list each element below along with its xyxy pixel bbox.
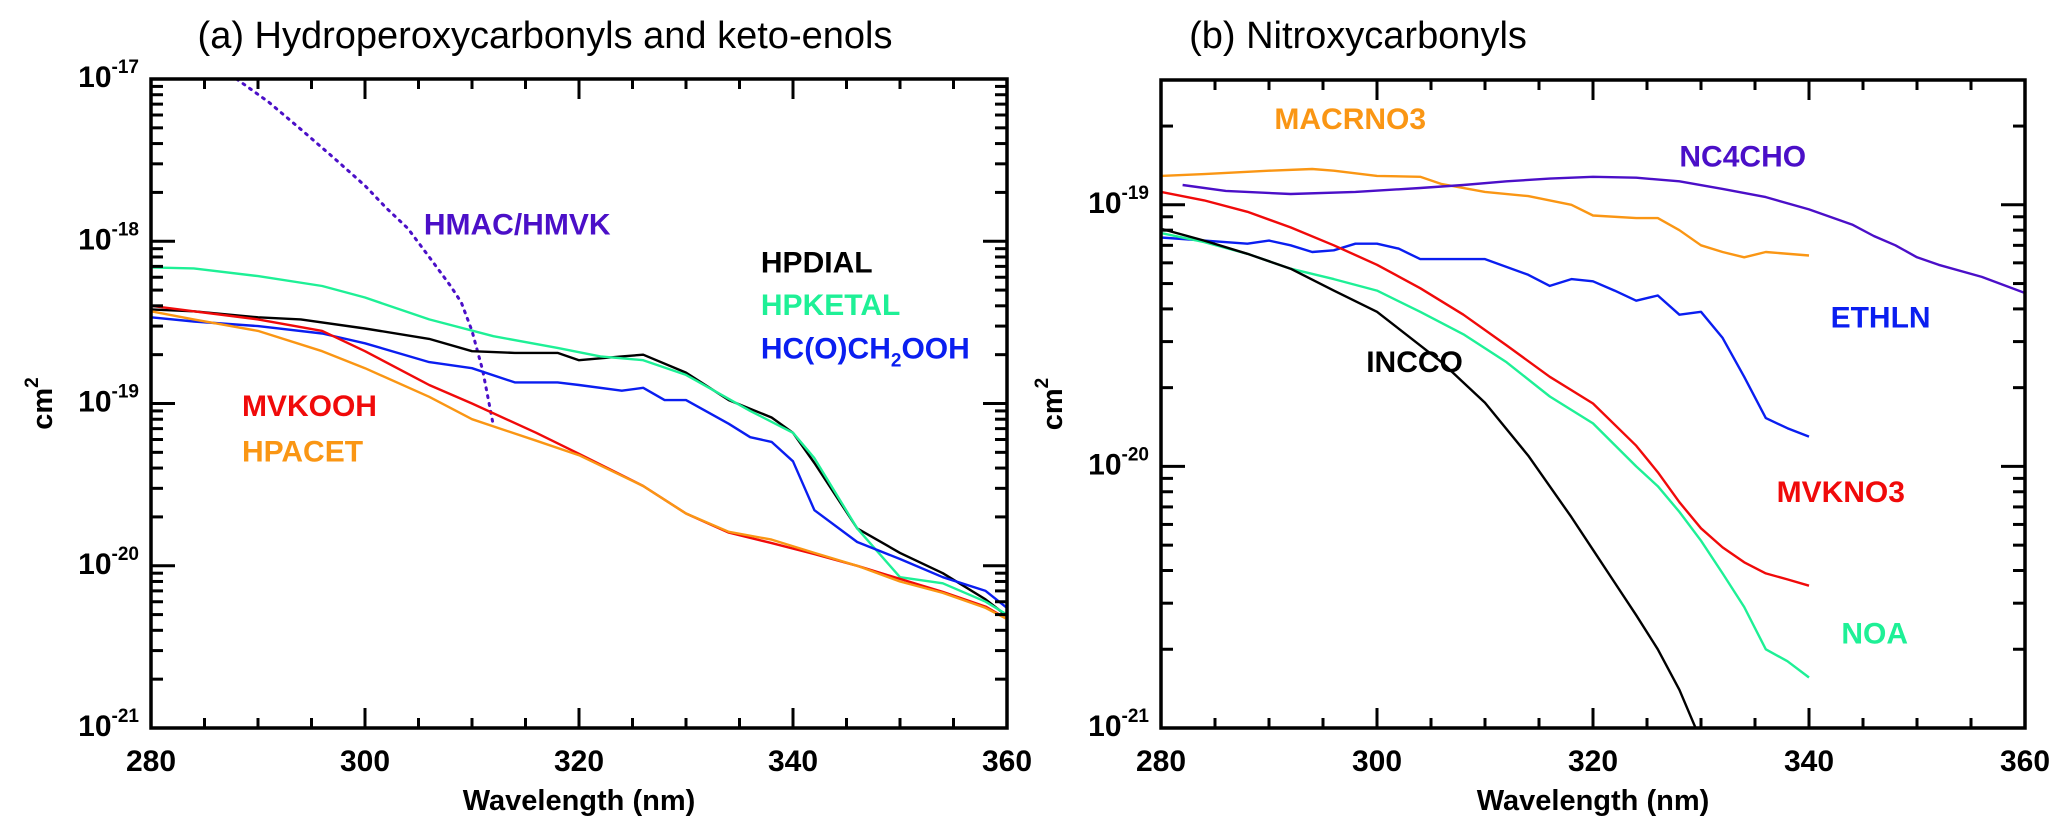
y-tick-label: 10-17 (78, 57, 139, 94)
y-tick-base: 10 (1088, 710, 1121, 743)
x-tick-label: 340 (768, 745, 818, 778)
series-line-incco (1161, 227, 1697, 728)
series-line-hpacet (151, 310, 1007, 621)
series-label: INCCO (1366, 346, 1463, 379)
series-label-text: HC(O)CH (761, 332, 891, 365)
panel-a: (a) Hydroperoxycarbonyls and keto-enols 2… (22, 15, 1032, 817)
y-tick-label: 10-18 (78, 219, 139, 256)
series-label-text: INCCO (1366, 346, 1463, 379)
series-label-text: HPKETAL (761, 289, 900, 322)
y-tick-base: 10 (1088, 187, 1121, 220)
series-line-mvkno3 (1161, 190, 1810, 587)
y-tick-exponent: -19 (1122, 183, 1149, 204)
series-line-hpketal (151, 266, 1007, 616)
y-tick-label: 10-19 (1088, 183, 1149, 220)
series-label: HMAC/HMVK (424, 209, 611, 242)
series-line-hmac-hmvk (235, 79, 495, 428)
series-line-macrno3 (1161, 167, 1810, 259)
y-tick-base: 10 (78, 548, 111, 581)
y-tick-label: 10-21 (78, 706, 139, 743)
y-axis-label: cm2 (22, 377, 59, 430)
series-label: MVKOOH (242, 390, 377, 423)
y-tick-label: 10-20 (1088, 444, 1149, 481)
series-label: MVKNO3 (1777, 476, 1905, 509)
series-line-hpdial (151, 308, 1007, 617)
y-axis-label-unit: cm (27, 388, 59, 430)
chart-title: (b) Nitroxycarbonyls (1189, 15, 1527, 57)
x-tick-label: 280 (1136, 745, 1186, 778)
y-tick-label: 10-19 (78, 382, 139, 419)
series-label: HPKETAL (761, 289, 900, 322)
y-tick-base: 10 (78, 61, 111, 94)
series-line-ethln (1161, 236, 1810, 438)
y-tick-base: 10 (1088, 448, 1121, 481)
y-tick-exponent: -17 (112, 57, 139, 78)
y-tick-exponent: -21 (112, 706, 140, 727)
y-tick-base: 10 (78, 223, 111, 256)
y-tick-exponent: -18 (112, 219, 139, 240)
x-axis-label: Wavelength (nm) (463, 785, 696, 817)
series-label-text: NC4CHO (1679, 141, 1806, 174)
y-axis-label-superscript: 2 (1032, 378, 1053, 389)
series-label: HPDIAL (761, 247, 873, 280)
series-label: NOA (1841, 618, 1908, 651)
series-label-text: HPACET (242, 435, 363, 468)
y-tick-exponent: -19 (112, 382, 139, 403)
series-label-tail: OOH (901, 332, 969, 365)
x-tick-label: 340 (1784, 745, 1834, 778)
series-label: HC(O)CH2OOH (761, 332, 970, 371)
series-line-noa (1161, 231, 1810, 679)
x-tick-label: 300 (1352, 745, 1402, 778)
y-tick-base: 10 (78, 710, 111, 743)
y-tick-exponent: -21 (1122, 706, 1150, 727)
y-tick-label: 10-20 (78, 544, 139, 581)
chart-title: (a) Hydroperoxycarbonyls and keto-enols (198, 15, 893, 57)
x-tick-label: 320 (1568, 745, 1618, 778)
x-axis-label: Wavelength (nm) (1477, 785, 1710, 817)
series-label-text: MVKNO3 (1777, 476, 1905, 509)
x-tick-label: 360 (2000, 745, 2050, 778)
y-tick-exponent: -20 (112, 544, 139, 565)
y-axis-label-unit: cm (1037, 388, 1069, 430)
series-label: NC4CHO (1679, 141, 1806, 174)
series-label-text: ETHLN (1831, 301, 1931, 334)
series-line-nc4cho (1182, 175, 2025, 295)
series-label-text: MVKOOH (242, 390, 377, 423)
y-tick-base: 10 (78, 386, 111, 419)
series-label-text: HMAC/HMVK (424, 209, 611, 242)
y-axis-label: cm2 (1032, 378, 1069, 431)
x-tick-label: 280 (126, 745, 176, 778)
y-tick-label: 10-21 (1088, 706, 1149, 743)
x-tick-label: 320 (554, 745, 604, 778)
series-label-subscript: 2 (891, 350, 902, 371)
series-label-text: MACRNO3 (1274, 103, 1426, 136)
series-label-text: HPDIAL (761, 247, 873, 280)
y-tick-exponent: -20 (1122, 444, 1149, 465)
series-label-text: NOA (1841, 618, 1908, 651)
y-axis-label-superscript: 2 (22, 377, 43, 388)
x-tick-label: 300 (340, 745, 390, 778)
series-label: MACRNO3 (1274, 103, 1426, 136)
series-line-hc-o-ch2ooh (151, 316, 1007, 609)
series-label: ETHLN (1831, 301, 1931, 334)
x-tick-label: 360 (982, 745, 1032, 778)
series-label: HPACET (242, 435, 363, 468)
